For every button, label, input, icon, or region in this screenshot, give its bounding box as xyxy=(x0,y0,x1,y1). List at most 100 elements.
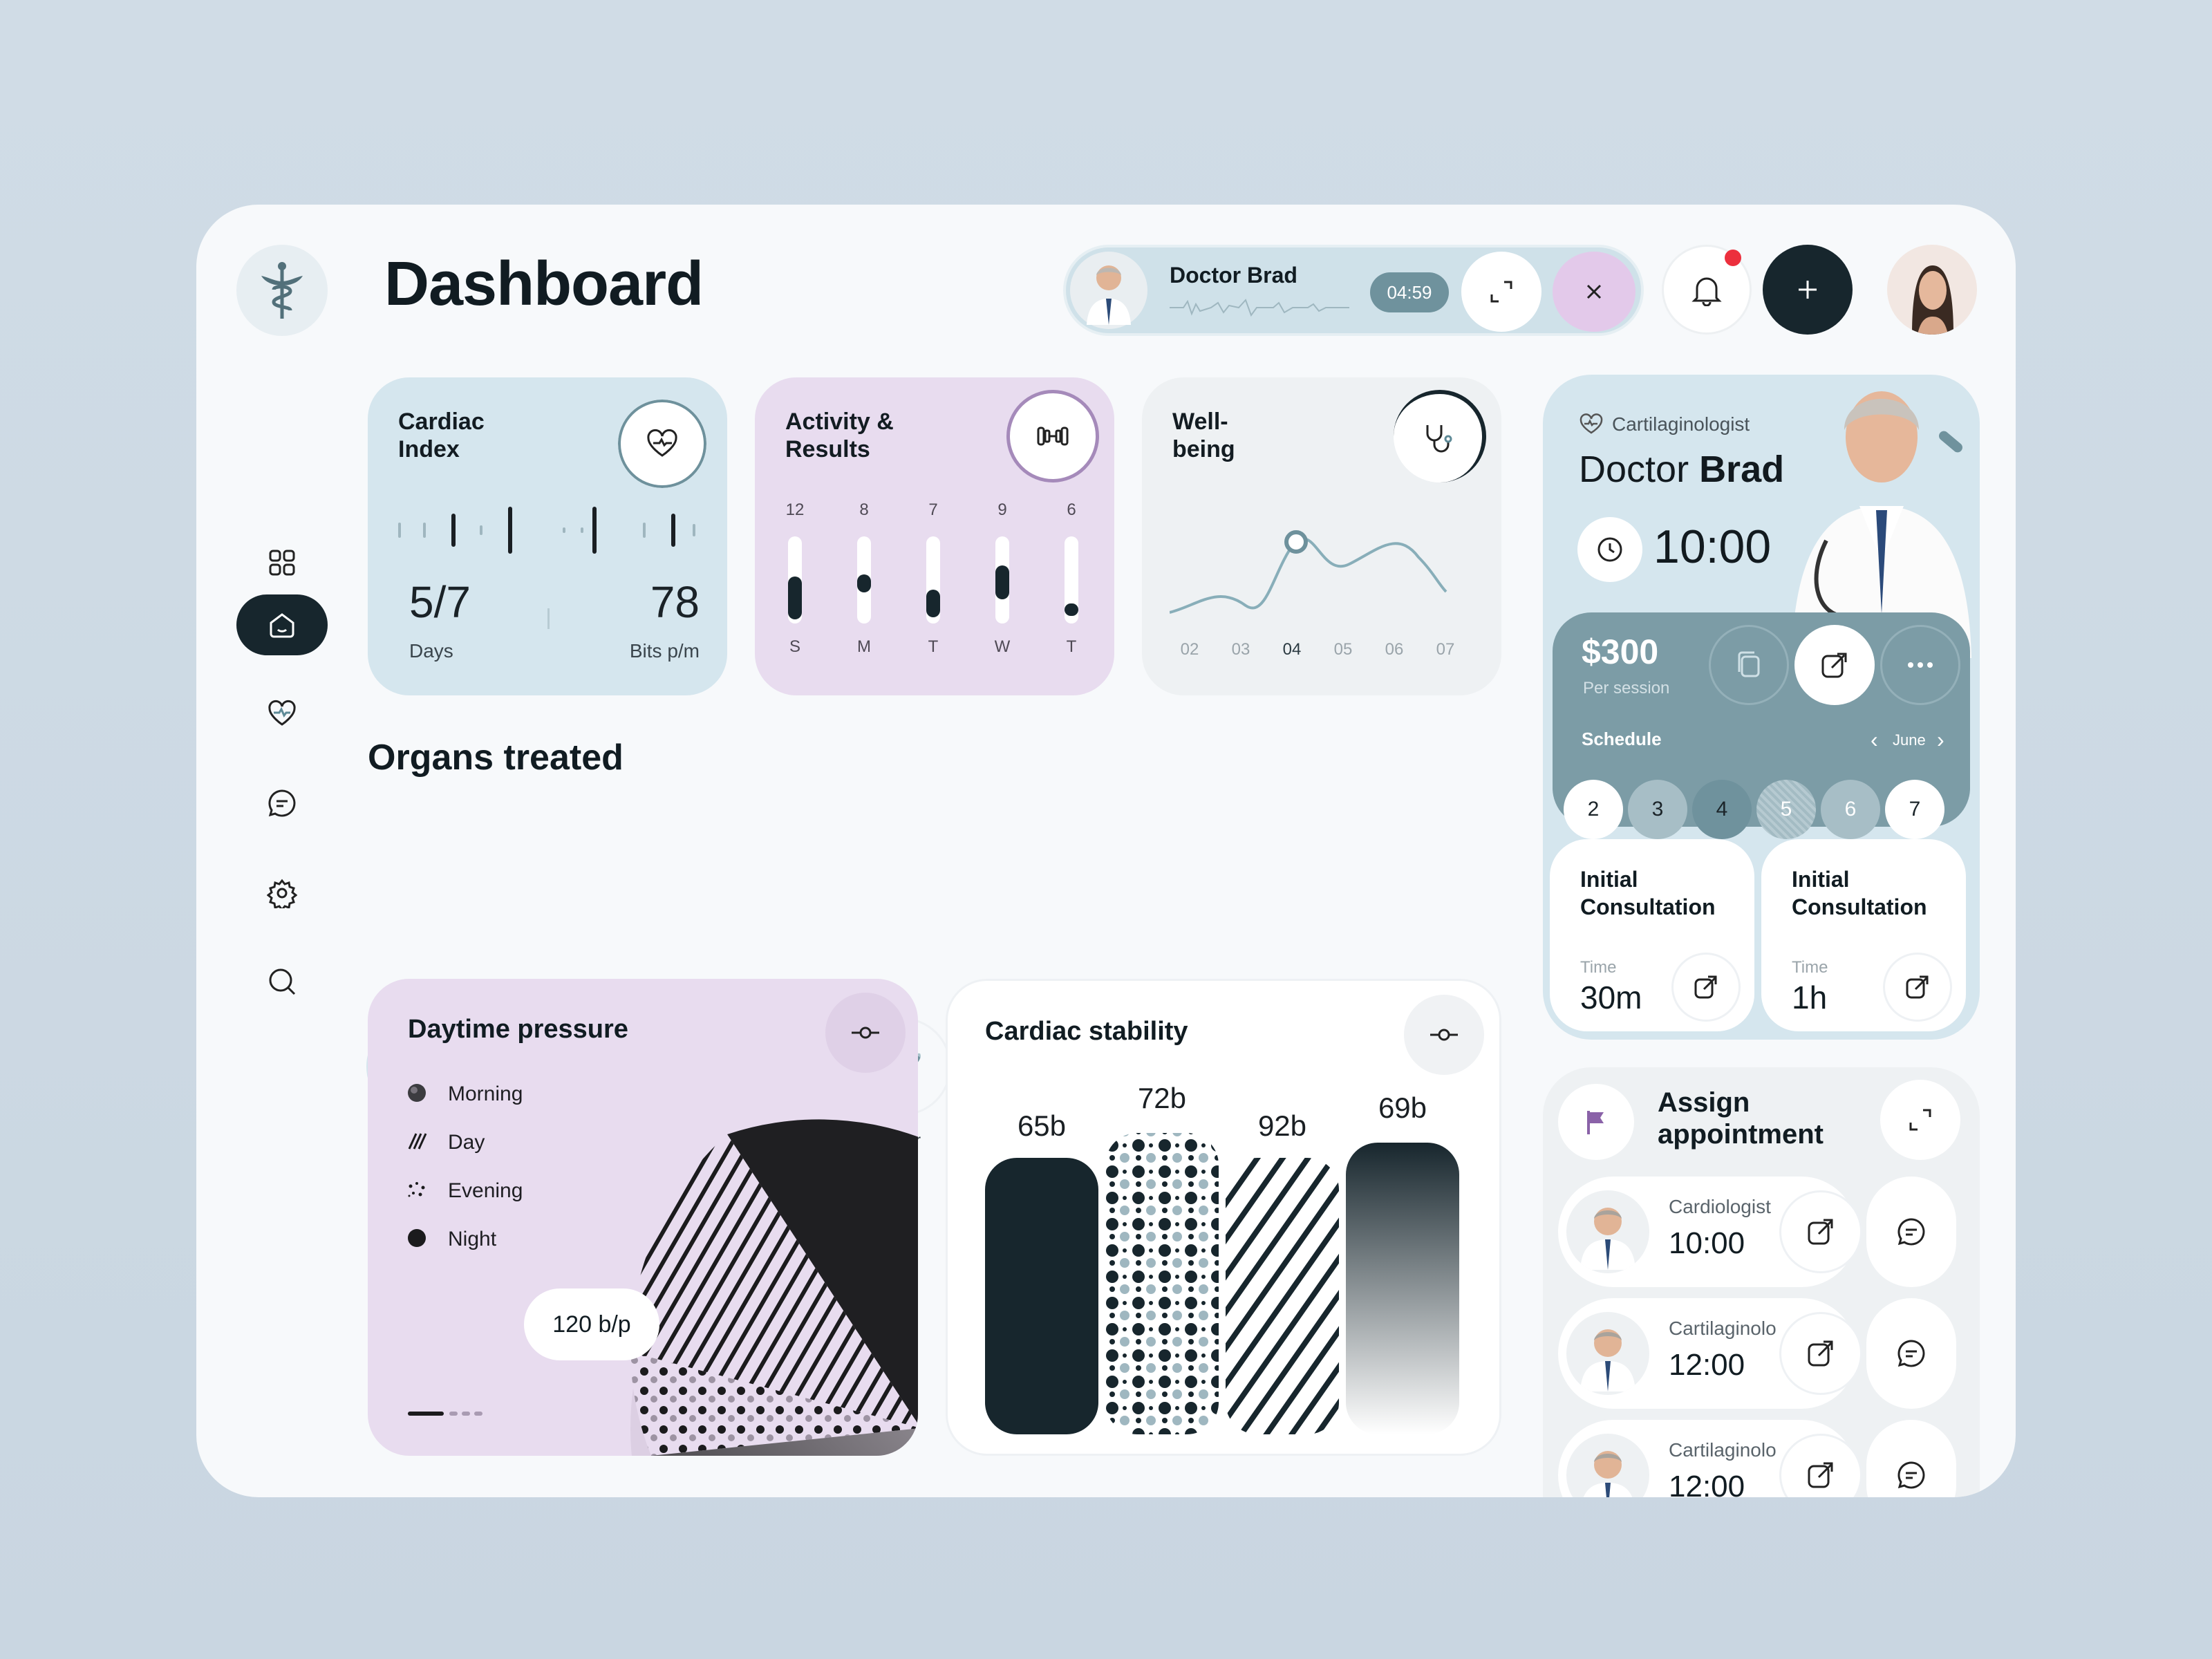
page-indicator[interactable] xyxy=(449,1412,458,1416)
chat-icon xyxy=(1897,1461,1925,1489)
sidebar-health-button[interactable] xyxy=(236,683,328,744)
dashboard-window: Dashboard Doctor Brad 04:59 xyxy=(196,205,2016,1497)
legend-morning-label: Morning xyxy=(448,1082,523,1105)
schedule-day[interactable]: 3 xyxy=(1628,780,1687,839)
wellbeing-x-label[interactable]: 05 xyxy=(1333,640,1353,659)
appointment-row[interactable]: Cardiologist 10:00 xyxy=(1558,1177,1862,1287)
expand-call-button[interactable] xyxy=(1461,252,1541,332)
next-month-button[interactable]: › xyxy=(1937,727,1944,752)
pressure-pie-chart xyxy=(630,1119,918,1456)
schedule-day[interactable]: 6 xyxy=(1821,780,1880,839)
appointment-row[interactable]: Cartilaginolo 12:00 xyxy=(1558,1298,1862,1409)
prev-month-button[interactable]: ‹ xyxy=(1871,727,1878,752)
page-indicator[interactable] xyxy=(474,1412,482,1416)
flag-button[interactable] xyxy=(1558,1084,1634,1160)
wellbeing-button[interactable] xyxy=(1394,390,1486,482)
sidebar-messages-button[interactable] xyxy=(236,773,328,834)
notification-dot xyxy=(1725,250,1741,266)
open-consultation-button[interactable] xyxy=(1671,953,1741,1022)
pressure-title: Daytime pressure xyxy=(408,1015,628,1044)
wellbeing-x-label[interactable]: 03 xyxy=(1231,640,1250,659)
share-icon xyxy=(1906,975,1929,999)
consultation-title-line1: Initial xyxy=(1580,867,1638,892)
bits-value: 78 xyxy=(650,577,700,627)
legend-morning-icon xyxy=(406,1082,427,1103)
cardiac-index-button[interactable] xyxy=(614,395,711,492)
activity-results-card[interactable]: Activity & Results 12 S 8 M 7 T 9 W 6 T xyxy=(755,377,1114,695)
more-options-button[interactable] xyxy=(1880,625,1960,705)
stability-value-label: 65b xyxy=(1017,1109,1067,1142)
activity-bar-top-label: 8 xyxy=(859,500,869,519)
appointment-doctor-avatar xyxy=(1566,1190,1649,1273)
consultation-title-line1: Initial xyxy=(1792,867,1850,892)
share-icon xyxy=(1821,653,1847,678)
wellbeing-x-label[interactable]: 04 xyxy=(1282,640,1302,659)
stability-value-label: 69b xyxy=(1378,1091,1427,1124)
pressure-options-button[interactable] xyxy=(825,993,906,1073)
copy-icon xyxy=(1738,651,1760,677)
cardiac-index-card[interactable]: Cardiac Index 5/7 Days 78 Bits p/m xyxy=(368,377,727,695)
cardiac-stability-card[interactable]: Cardiac stability 65b 72b 92b 69b xyxy=(946,979,1501,1456)
message-appointment-button[interactable] xyxy=(1866,1298,1956,1409)
pressure-value-badge: 120 b/p xyxy=(524,1288,659,1360)
active-call-bar[interactable]: Doctor Brad 04:59 xyxy=(1063,245,1644,336)
wellbeing-x-label[interactable]: 06 xyxy=(1385,640,1404,659)
message-appointment-button[interactable] xyxy=(1866,1177,1956,1287)
sidebar-settings-button[interactable] xyxy=(236,863,328,924)
open-consultation-button[interactable] xyxy=(1883,953,1952,1022)
gear-icon xyxy=(267,879,297,908)
expand-assign-button[interactable] xyxy=(1880,1080,1960,1160)
open-appointment-button[interactable] xyxy=(1779,1312,1862,1395)
user-photo-icon xyxy=(1912,265,1953,335)
wellbeing-x-label[interactable]: 02 xyxy=(1180,640,1199,659)
share-button[interactable] xyxy=(1794,625,1875,705)
activity-title-line2: Results xyxy=(785,436,870,462)
end-call-button[interactable] xyxy=(1553,252,1635,332)
wellbeing-x-label[interactable]: 07 xyxy=(1436,640,1455,659)
stability-bar xyxy=(1226,1158,1339,1434)
schedule-day[interactable]: 5 xyxy=(1756,780,1816,839)
schedule-label: Schedule xyxy=(1582,729,1662,749)
user-avatar[interactable] xyxy=(1887,245,1977,335)
share-icon xyxy=(1808,1219,1833,1245)
legend-night-icon xyxy=(406,1228,427,1248)
activity-bar-day-label: M xyxy=(857,637,871,656)
appointment-time: 12:00 xyxy=(1669,1470,1745,1497)
voice-wave-icon xyxy=(1170,299,1349,317)
bits-label: Bits p/m xyxy=(629,640,700,662)
dumbbell-icon xyxy=(1037,427,1069,446)
clock-button[interactable] xyxy=(1577,517,1642,582)
consultation-time-label: Time xyxy=(1792,958,1828,977)
notifications-button[interactable] xyxy=(1662,245,1752,335)
stability-title: Cardiac stability xyxy=(985,1017,1188,1046)
consultation-card[interactable]: Initial Consultation Time 30m xyxy=(1550,839,1754,1031)
copy-button[interactable] xyxy=(1709,625,1789,705)
stability-options-button[interactable] xyxy=(1404,995,1484,1075)
activity-bar-fill xyxy=(857,574,871,592)
stability-bar xyxy=(1346,1143,1459,1434)
consultation-card[interactable]: Initial Consultation Time 1h xyxy=(1761,839,1966,1031)
doctor-panel[interactable]: Cartilaginologist Doctor Brad 10:00 $300… xyxy=(1543,375,1980,1040)
activity-button[interactable] xyxy=(1006,390,1099,482)
schedule-day[interactable]: 7 xyxy=(1885,780,1944,839)
chat-icon xyxy=(268,789,296,817)
open-appointment-button[interactable] xyxy=(1779,1190,1862,1273)
add-button[interactable] xyxy=(1763,245,1853,335)
wellbeing-card[interactable]: Well- being 02 03 04 05 06 07 xyxy=(1142,377,1501,695)
price-value: $300 xyxy=(1582,632,1659,671)
schedule-day[interactable]: 4 xyxy=(1692,780,1752,839)
sidebar-search-button[interactable] xyxy=(236,951,328,1012)
appointment-row[interactable]: Cartilaginolo 12:00 xyxy=(1558,1420,1862,1497)
stability-value-label: 92b xyxy=(1257,1109,1307,1142)
open-appointment-button[interactable] xyxy=(1779,1434,1862,1497)
sidebar-apps-button[interactable] xyxy=(236,532,328,593)
activity-bar-day-label: T xyxy=(928,637,939,656)
page-indicator-active[interactable] xyxy=(408,1412,444,1416)
page-indicator[interactable] xyxy=(462,1412,470,1416)
legend-evening-icon xyxy=(406,1179,427,1200)
daytime-pressure-card[interactable]: Daytime pressure Morning Day Evening Night … xyxy=(368,979,918,1456)
schedule-day[interactable]: 2 xyxy=(1564,780,1623,839)
sidebar-home-button[interactable] xyxy=(236,594,328,655)
message-appointment-button[interactable] xyxy=(1866,1420,1956,1497)
price-label: Per session xyxy=(1583,679,1670,697)
